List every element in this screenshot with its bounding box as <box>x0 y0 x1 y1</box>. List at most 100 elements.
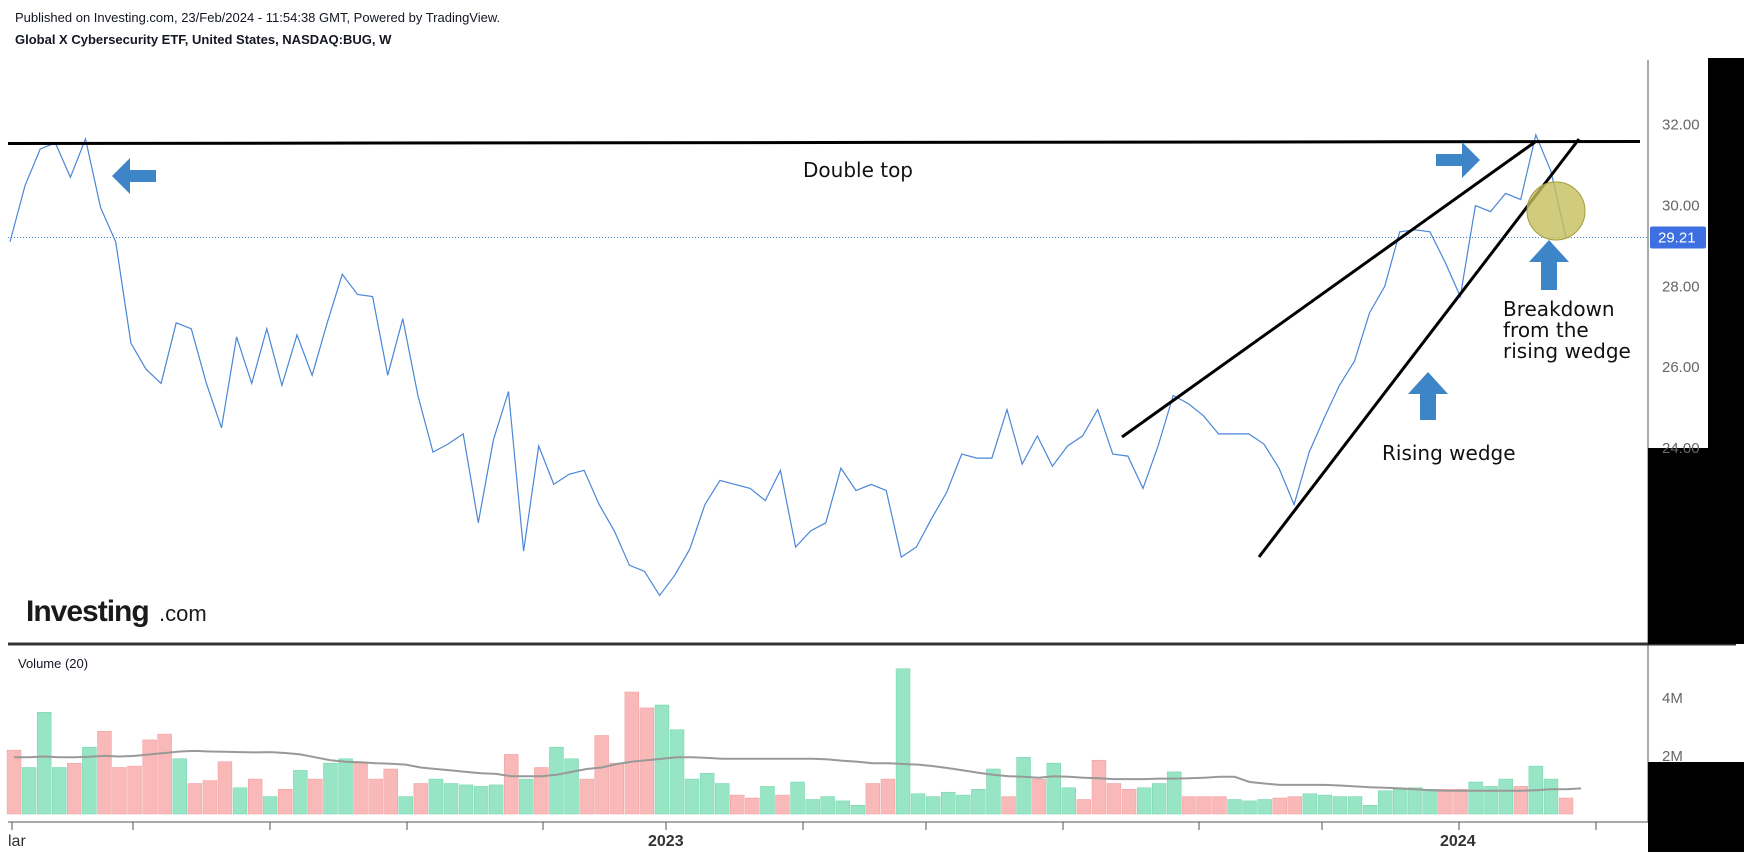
volume-bar <box>1061 787 1076 815</box>
volume-bar <box>730 794 745 815</box>
y-tick-label: 28.00 <box>1662 278 1700 295</box>
volume-bar <box>699 773 715 815</box>
volume-bar <box>1378 790 1393 815</box>
volume-bar <box>1016 757 1031 815</box>
volume-bar <box>519 778 534 815</box>
volume-bar <box>1151 783 1167 815</box>
volume-bar <box>1076 799 1092 815</box>
volume-bar <box>1182 796 1197 815</box>
volume-bar <box>1543 778 1559 815</box>
x-tick-label: lar <box>8 833 26 850</box>
volume-bar <box>775 794 790 815</box>
volume-bar <box>1031 778 1046 815</box>
wedge-upper-line[interactable] <box>1121 140 1536 439</box>
volume-bar <box>413 783 429 815</box>
x-tick-label: 2024 <box>1440 833 1476 850</box>
volume-bar <box>1242 800 1257 815</box>
volume-bar <box>308 778 323 815</box>
logo-text: Investing <box>26 595 149 628</box>
occluder-top <box>1708 58 1744 448</box>
volume-bar <box>684 778 700 815</box>
time-axis: lar 2023 2024 <box>8 822 1597 850</box>
volume-ma-line <box>14 749 1582 792</box>
volume-bar <box>1227 799 1242 815</box>
volume-bar <box>790 781 805 815</box>
volume-tick-label: 2M <box>1662 748 1683 765</box>
price-pane[interactable] <box>8 52 1648 642</box>
volume-bar <box>157 733 172 815</box>
volume-bar <box>1468 781 1483 815</box>
volume-bar <box>1167 771 1182 815</box>
volume-bar <box>895 668 911 815</box>
volume-bar <box>232 787 248 815</box>
up-arrow-icon <box>1408 372 1448 420</box>
volume-bar <box>1362 805 1378 815</box>
volume-bar <box>745 797 760 815</box>
volume-bar <box>112 767 127 815</box>
volume-bars <box>6 668 1574 815</box>
volume-bar <box>971 789 986 815</box>
left-arrow-icon <box>112 158 156 194</box>
volume-bar <box>1393 789 1408 815</box>
double-top-resistance-line[interactable] <box>7 140 1641 145</box>
volume-bar <box>1287 796 1302 815</box>
breakdown-label-line1: Breakdown <box>1503 297 1615 321</box>
volume-bar <box>1347 796 1363 815</box>
volume-bar <box>353 762 368 815</box>
current-price-badge <box>1650 226 1706 249</box>
volume-bar <box>1332 796 1348 815</box>
volume-bar <box>172 758 187 815</box>
volume-bar <box>36 712 52 815</box>
volume-bar <box>1302 793 1318 815</box>
volume-bar <box>97 730 112 815</box>
volume-bar <box>880 778 896 815</box>
current-price-label: 29.21 <box>1658 230 1696 247</box>
volume-bar <box>1317 794 1333 815</box>
volume-bar <box>564 758 579 815</box>
wedge-lower-line[interactable] <box>1257 138 1581 558</box>
volume-bar <box>278 789 293 815</box>
volume-bar <box>21 767 37 815</box>
volume-bar <box>458 784 474 815</box>
volume-bar <box>1046 762 1061 815</box>
volume-bar <box>443 783 459 815</box>
volume-bar <box>1408 787 1423 815</box>
volume-bar <box>504 754 519 815</box>
volume-bar <box>293 770 308 815</box>
up-arrow-icon <box>1529 240 1569 290</box>
volume-bar <box>534 767 549 815</box>
volume-bar <box>1483 786 1498 815</box>
double-top-label: Double top <box>803 158 913 182</box>
volume-bar <box>187 783 203 815</box>
y-tick-label: 24.00 <box>1662 440 1700 457</box>
volume-bar <box>1106 783 1122 815</box>
y-tick-label: 30.00 <box>1662 198 1700 215</box>
volume-bar <box>398 796 413 815</box>
volume-bar <box>323 762 338 815</box>
volume-bar <box>1001 796 1016 815</box>
breakdown-label-line3: rising wedge <box>1503 339 1631 363</box>
volume-bar <box>202 780 218 815</box>
right-arrow-icon <box>1436 142 1480 178</box>
volume-bar <box>1091 759 1107 815</box>
price-series-line <box>9 132 1567 597</box>
breakdown-label-line2: from the <box>1503 318 1589 342</box>
volume-bar <box>1558 797 1574 815</box>
volume-bar <box>1197 796 1212 815</box>
chart-title: Global X Cybersecurity ETF, United State… <box>15 32 392 47</box>
occluder-mid <box>1648 448 1744 644</box>
volume-bar <box>368 778 383 815</box>
volume-bar <box>1423 789 1438 815</box>
volume-bar <box>1257 799 1272 815</box>
volume-bar <box>594 735 609 815</box>
volume-bar <box>217 761 233 815</box>
volume-bar <box>142 739 157 815</box>
volume-bar <box>473 786 489 815</box>
volume-bar <box>865 783 881 815</box>
volume-bar <box>986 768 1001 815</box>
volume-bar <box>549 746 564 815</box>
volume-bar <box>338 758 353 815</box>
volume-bar <box>760 786 775 815</box>
volume-title: Volume (20) <box>18 656 88 671</box>
